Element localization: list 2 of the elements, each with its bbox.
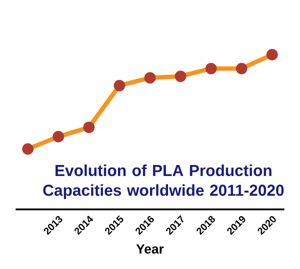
x-axis-title: Year (136, 244, 164, 254)
text: Evolution of PLA Production Capacities worldwide 2011-2020 (43, 164, 284, 200)
